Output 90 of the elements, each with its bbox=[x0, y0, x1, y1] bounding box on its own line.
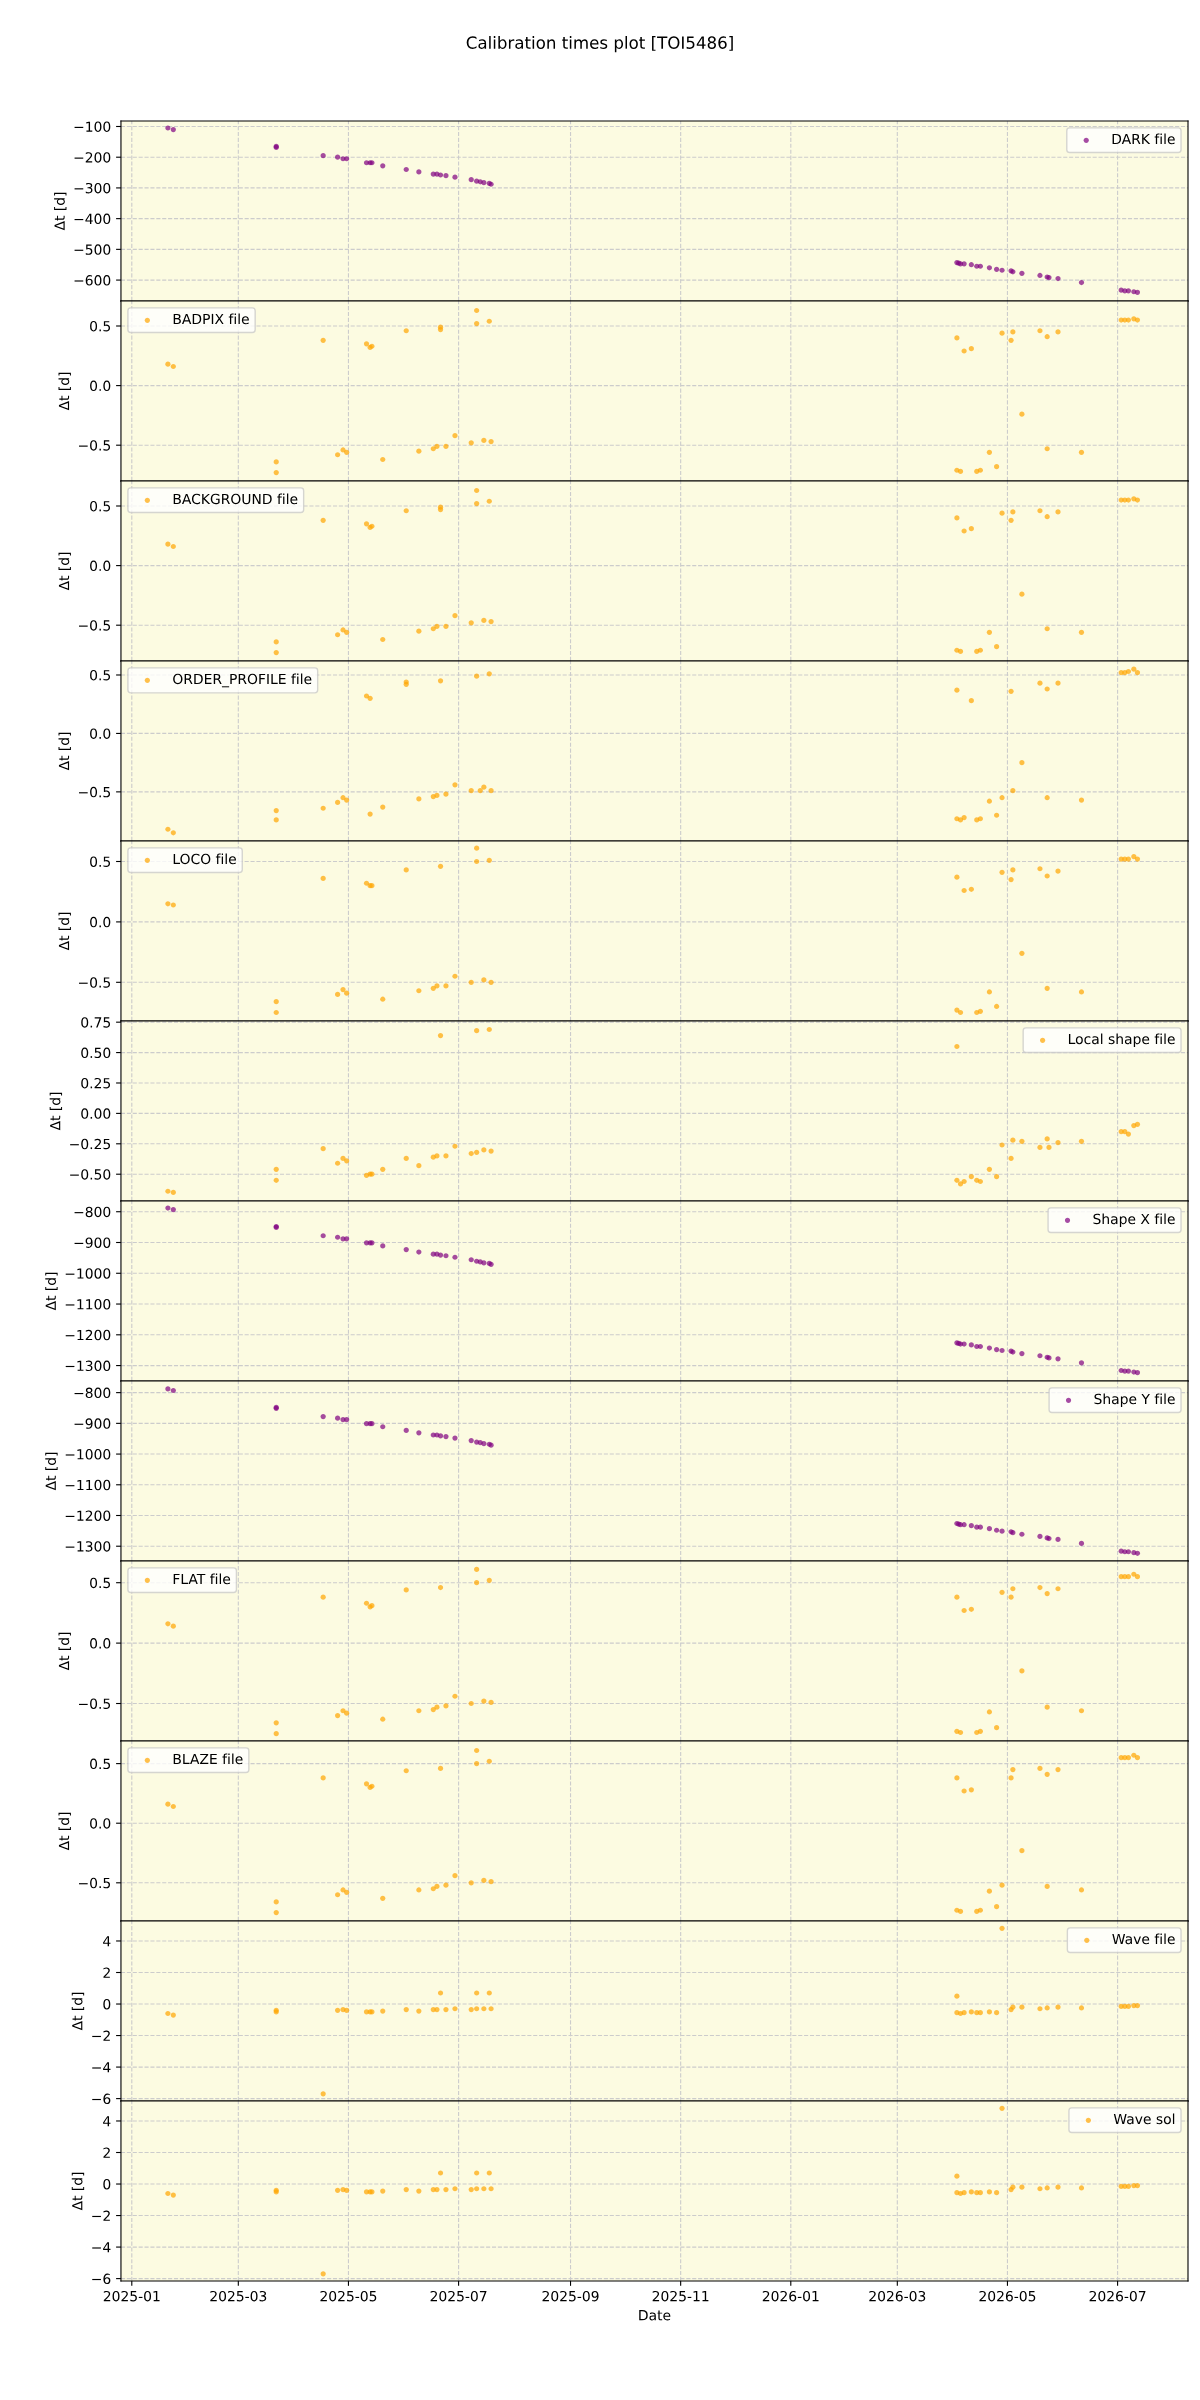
y-tick-label: −500 bbox=[74, 244, 111, 255]
x-tick-label: 2025-07 bbox=[430, 2290, 487, 2302]
legend-label: BLAZE file bbox=[173, 1753, 243, 1765]
y-tick-label: −1100 bbox=[65, 1299, 111, 1310]
y-tick-label: −600 bbox=[74, 275, 111, 286]
y-tick-label: 0.25 bbox=[81, 1077, 111, 1089]
y-tick-label: 2 bbox=[103, 1967, 110, 1978]
y-axis-title: Δt [d] bbox=[58, 1812, 71, 1851]
legend-label: Wave file bbox=[1112, 1933, 1175, 1945]
x-tick-label: 2025-11 bbox=[652, 2290, 709, 2302]
legend-label: BACKGROUND file bbox=[173, 493, 298, 505]
y-tick-label: −900 bbox=[74, 1418, 111, 1429]
legend-label: FLAT file bbox=[173, 1573, 231, 1585]
y-tick-label: −0.5 bbox=[78, 977, 111, 988]
y-tick-label: −6 bbox=[92, 2093, 111, 2105]
y-tick-label: 0 bbox=[103, 1998, 111, 2010]
y-tick-label: −200 bbox=[74, 152, 111, 163]
y-tick-label: −0.5 bbox=[78, 620, 111, 631]
y-tick-label: −1300 bbox=[65, 1541, 111, 1552]
y-tick-label: 0.0 bbox=[90, 1638, 111, 1649]
y-tick-label: −1000 bbox=[65, 1268, 111, 1279]
y-tick-label: −1200 bbox=[65, 1510, 111, 1521]
y-tick-label: −1200 bbox=[65, 1329, 111, 1341]
y-tick-label: 0.00 bbox=[81, 1108, 111, 1119]
y-axis-title: Δt [d] bbox=[71, 2172, 85, 2211]
y-tick-label: −4 bbox=[92, 2242, 111, 2253]
y-tick-label: 0.0 bbox=[90, 916, 111, 928]
x-tick-label: 2025-09 bbox=[542, 2290, 599, 2302]
x-tick-label: 2026-05 bbox=[979, 2290, 1036, 2302]
y-tick-label: −0.5 bbox=[78, 1698, 111, 1709]
y-tick-label: 0.0 bbox=[90, 1818, 111, 1829]
y-axis-title: Δt [d] bbox=[58, 552, 71, 591]
x-tick-label: 2026-07 bbox=[1089, 2290, 1146, 2302]
y-tick-label: 0.5 bbox=[90, 1577, 111, 1589]
x-tick-label: 2025-03 bbox=[210, 2290, 267, 2302]
y-axis-title: Δt [d] bbox=[71, 1992, 85, 2031]
y-tick-label: −1000 bbox=[65, 1449, 111, 1460]
legend-label: Wave sol bbox=[1113, 2113, 1175, 2125]
x-axis-title: Date bbox=[639, 2310, 671, 2321]
y-tick-label: −300 bbox=[74, 182, 111, 194]
y-tick-label: 0.5 bbox=[90, 1758, 111, 1770]
y-axis-title: Δt [d] bbox=[45, 1272, 58, 1311]
y-axis-title: Δt [d] bbox=[58, 372, 71, 411]
y-tick-label: −0.5 bbox=[78, 1877, 111, 1889]
y-tick-label: 0 bbox=[103, 2178, 111, 2190]
y-tick-label: −800 bbox=[74, 1387, 111, 1399]
y-tick-label: −0.5 bbox=[78, 786, 111, 798]
x-tick-label: 2025-05 bbox=[320, 2290, 377, 2302]
x-tick-label: 2026-03 bbox=[869, 2290, 926, 2302]
y-tick-label: 0.50 bbox=[81, 1047, 111, 1059]
y-tick-label: 2 bbox=[103, 2147, 110, 2158]
y-tick-label: −900 bbox=[74, 1237, 111, 1248]
y-tick-label: 0.5 bbox=[90, 500, 111, 512]
y-axis-title: Δt [d] bbox=[54, 192, 67, 231]
chart-title: Calibration times plot [TOI5486] bbox=[466, 36, 733, 53]
y-tick-label: 0.0 bbox=[90, 560, 111, 572]
x-tick-label: 2026-01 bbox=[762, 2290, 819, 2302]
y-tick-label: −400 bbox=[74, 213, 111, 225]
y-tick-label: −2 bbox=[92, 2030, 110, 2041]
y-axis-title: Δt [d] bbox=[58, 732, 71, 771]
y-tick-label: 0.5 bbox=[90, 320, 111, 332]
y-tick-label: −1300 bbox=[65, 1360, 111, 1372]
y-axis-title: Δt [d] bbox=[45, 1452, 58, 1491]
y-tick-label: −6 bbox=[92, 2273, 111, 2285]
x-tick-label: 2025-01 bbox=[103, 2290, 160, 2302]
legend-label: Local shape file bbox=[1068, 1033, 1175, 1047]
legend-label: DARK file bbox=[1112, 133, 1175, 145]
y-axis-title: Δt [d] bbox=[58, 1632, 71, 1671]
y-axis-title: Δt [d] bbox=[58, 912, 71, 951]
y-tick-label: −1100 bbox=[65, 1479, 111, 1491]
legend-label: Shape Y file bbox=[1094, 1393, 1175, 1407]
legend-label: LOCO file bbox=[173, 853, 236, 865]
y-tick-label: 0.75 bbox=[81, 1017, 111, 1028]
y-axis-title: Δt [d] bbox=[49, 1092, 63, 1131]
y-tick-label: −0.25 bbox=[70, 1138, 111, 1150]
y-tick-label: 0.5 bbox=[90, 856, 111, 867]
y-tick-label: −0.50 bbox=[70, 1169, 111, 1180]
y-tick-label: 4 bbox=[103, 1936, 111, 1947]
y-tick-label: 0.0 bbox=[90, 728, 111, 739]
y-tick-label: 4 bbox=[103, 2116, 111, 2127]
y-tick-label: 0.0 bbox=[90, 380, 111, 392]
legend-label: BADPIX file bbox=[173, 313, 249, 325]
legend-label: ORDER_PROFILE file bbox=[173, 673, 312, 688]
y-tick-label: −800 bbox=[74, 1206, 111, 1218]
y-tick-label: −4 bbox=[92, 2062, 111, 2073]
y-tick-label: −2 bbox=[92, 2210, 110, 2221]
legend-label: Shape X file bbox=[1093, 1213, 1175, 1227]
y-tick-label: −0.5 bbox=[78, 440, 111, 451]
y-tick-label: −100 bbox=[74, 121, 111, 132]
y-tick-label: 0.5 bbox=[90, 669, 111, 681]
